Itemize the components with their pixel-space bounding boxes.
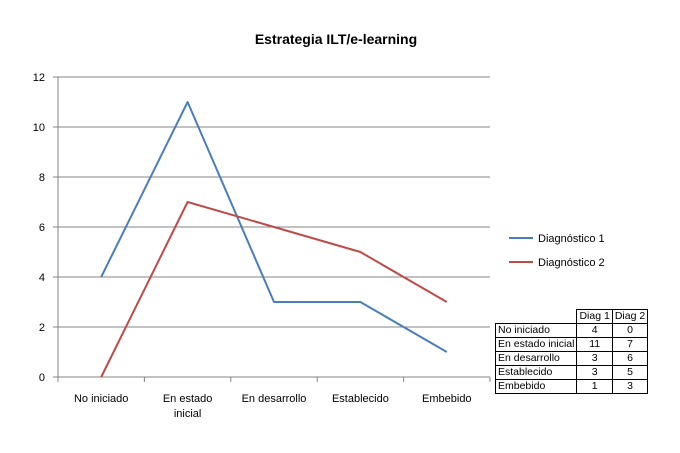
x-tick-label: En desarrollo bbox=[242, 393, 307, 405]
table-row: En estado inicial 11 7 bbox=[494, 337, 649, 352]
table-cell-diag1: 4 bbox=[576, 323, 613, 338]
table-row-label: En estado inicial bbox=[494, 337, 578, 352]
table-corner bbox=[495, 309, 578, 324]
x-tick-label-line: No iniciado bbox=[74, 393, 128, 405]
table-cell-diag2: 6 bbox=[611, 351, 649, 366]
series-line-2 bbox=[100, 201, 448, 378]
x-tick-label: En estado inicial bbox=[163, 393, 213, 420]
y-tick-labels: 0 2 4 6 8 10 12 bbox=[33, 72, 45, 384]
table-cell-diag1: 3 bbox=[576, 365, 613, 380]
table-header-row: Diag 1 Diag 2 bbox=[495, 309, 649, 324]
y-tick-label: 12 bbox=[33, 72, 45, 84]
y-tick-label: 10 bbox=[33, 122, 45, 134]
series-lines bbox=[100, 101, 448, 378]
x-tick-label-line: Establecido bbox=[332, 393, 389, 405]
series-line-1 bbox=[100, 101, 448, 353]
table-cell-diag2: 7 bbox=[611, 337, 649, 352]
data-table: Diag 1 Diag 2 No iniciado 4 0 En estado ini… bbox=[494, 309, 649, 394]
x-tick-label-line: Embebido bbox=[422, 393, 472, 405]
table-row: No iniciado 4 0 bbox=[494, 323, 649, 338]
axes bbox=[53, 76, 491, 382]
table-cell-diag1: 11 bbox=[576, 337, 613, 352]
x-tick-labels: No iniciado En estado inicial En desarrollo… bbox=[74, 393, 472, 420]
x-tick-label: No iniciado bbox=[74, 393, 128, 405]
table-cell-diag2: 3 bbox=[611, 379, 649, 394]
table-cell-diag2: 5 bbox=[611, 365, 649, 380]
table-row: Embebido 1 3 bbox=[494, 379, 649, 394]
table-row: Establecido 3 5 bbox=[494, 365, 649, 380]
table-row-label: En desarrollo bbox=[494, 351, 578, 366]
x-tick-label: Embebido bbox=[422, 393, 472, 405]
x-tick-label-line: inicial bbox=[174, 408, 202, 420]
y-tick-label: 2 bbox=[39, 322, 45, 334]
table-header-diag2: Diag 2 bbox=[611, 309, 649, 324]
table-row: En desarrollo 3 6 bbox=[494, 351, 649, 366]
y-tick-label: 4 bbox=[39, 272, 45, 284]
x-tick-label-line: En estado bbox=[163, 393, 213, 405]
x-tick-label: Establecido bbox=[332, 393, 389, 405]
table-row-label: No iniciado bbox=[494, 323, 578, 338]
y-tick-label: 6 bbox=[39, 222, 45, 234]
legend-label-2: Diagnóstico 2 bbox=[538, 257, 605, 269]
table-cell-diag2: 0 bbox=[611, 323, 649, 338]
legend-label-1: Diagnóstico 1 bbox=[538, 233, 605, 245]
table-cell-diag1: 3 bbox=[576, 351, 613, 366]
table-cell-diag1: 1 bbox=[576, 379, 613, 394]
legend: Diagnóstico 1 Diagnóstico 2 bbox=[509, 233, 605, 269]
table-row-label: Embebido bbox=[494, 379, 578, 394]
table-row-label: Establecido bbox=[494, 365, 578, 380]
chart-title: Estrategia ILT/e-learning bbox=[255, 31, 417, 47]
y-tick-label: 8 bbox=[39, 172, 45, 184]
x-tick-label-line: En desarrollo bbox=[242, 393, 307, 405]
y-tick-label: 0 bbox=[39, 372, 45, 384]
table-header-diag1: Diag 1 bbox=[576, 309, 613, 324]
